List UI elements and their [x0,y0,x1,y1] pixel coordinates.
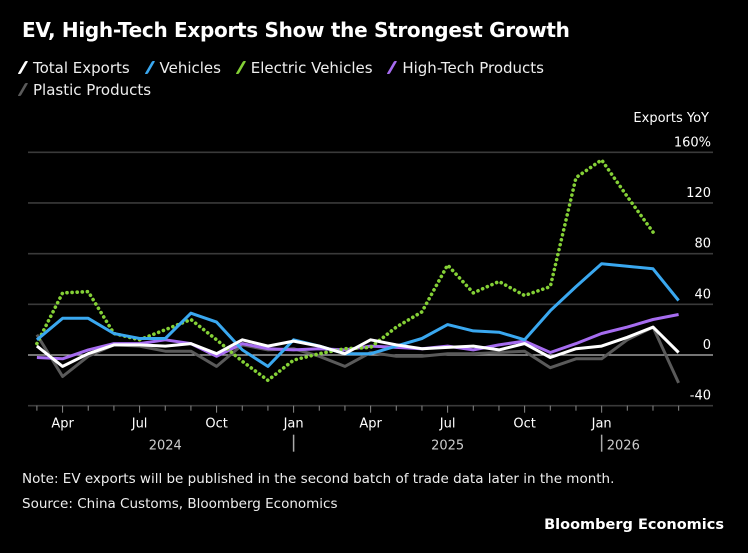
series-line-plastic-products [35,325,680,384]
legend-label: Total Exports [33,59,130,77]
legend-item-plastic: Plastic Products [17,79,152,101]
chart-note: Note: EV exports will be published in th… [22,471,615,487]
y-tick-label: 80 [694,237,711,252]
brand-logo: Bloomberg Economics [544,517,724,533]
y-axis-label: Exports YoY [633,111,709,126]
x-tick-label: Oct [513,417,535,432]
chart-source: Source: China Customs, Bloomberg Economi… [22,496,338,512]
legend: Total Exports Vehicles Electric Vehicles… [17,57,702,101]
year-label: 2025 [431,439,464,454]
year-label: 2024 [149,439,182,454]
legend-item-vehicles: Vehicles [144,57,221,79]
x-tick-label: Jul [131,417,148,432]
x-tick-label: Jul [439,417,456,432]
series-line-total-exports [35,325,680,368]
year-label: 2026 [607,439,640,454]
series-line-vehicles [35,262,680,368]
series-line-electric-vehicles [35,158,655,383]
legend-item-total-exports: Total Exports [17,57,130,79]
x-tick-label: Apr [51,417,74,432]
y-tick-label: 160% [674,135,711,150]
x-tick-label: Oct [205,417,227,432]
legend-item-electric-vehicles: Electric Vehicles [235,57,373,79]
legend-item-high-tech: High-Tech Products [387,57,544,79]
legend-label: High-Tech Products [402,59,544,77]
legend-label: Electric Vehicles [250,59,373,77]
legend-label: Plastic Products [33,81,152,99]
x-tick-label: Jan [283,417,304,432]
y-tick-label: -40 [690,389,711,404]
y-tick-label: 0 [703,338,711,353]
chart-title: EV, High-Tech Exports Show the Strongest… [22,18,570,42]
x-tick-label: Jan [591,417,612,432]
x-tick-label: Apr [359,417,382,432]
legend-label: Vehicles [159,59,221,77]
line-chart: Exports YoY -40 0 40 80 120 160% Apr Jul Oct Jan Ap… [28,111,713,454]
y-tick-label: 40 [694,287,711,302]
y-tick-label: 120 [686,186,711,201]
